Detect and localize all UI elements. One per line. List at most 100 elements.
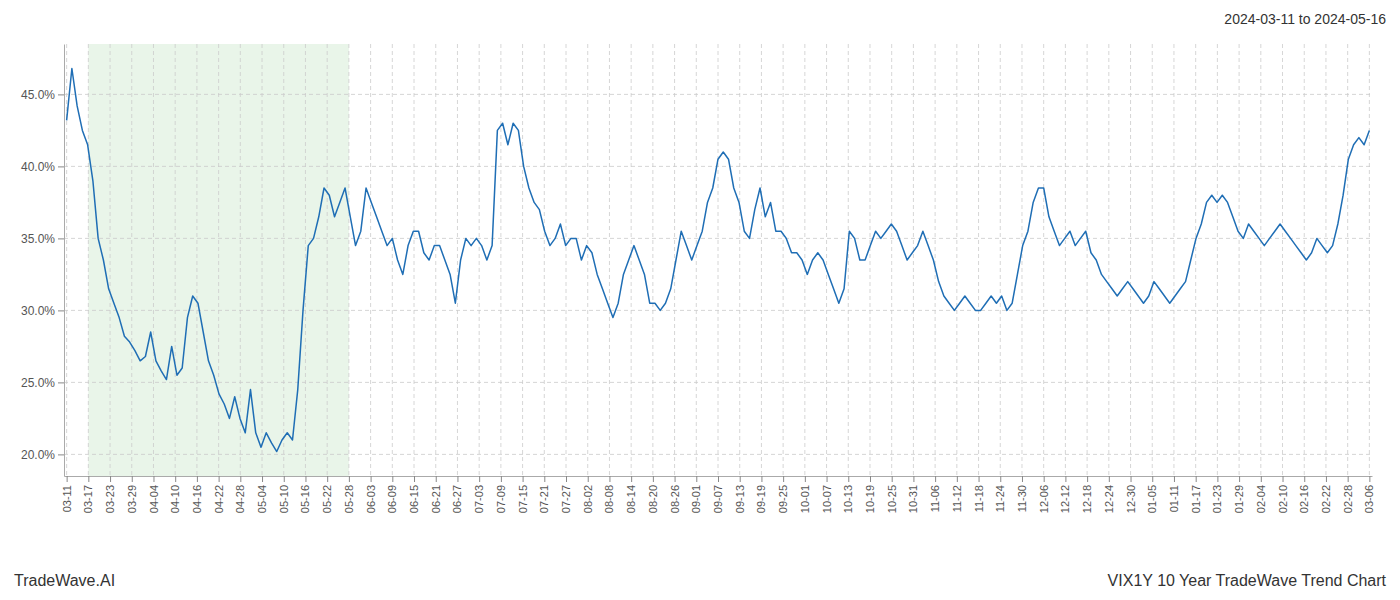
x-tick-mark [1283, 476, 1284, 482]
y-tick: 45.0% [21, 88, 64, 102]
x-grid-line [522, 44, 523, 476]
x-grid-line [696, 44, 697, 476]
x-tick-mark [1369, 476, 1370, 482]
x-grid-line [392, 44, 393, 476]
x-tick-mark [153, 476, 154, 482]
x-tick-label: 11-12 [951, 485, 963, 512]
x-grid-line [196, 44, 197, 476]
x-tick-label: 04-28 [234, 485, 246, 513]
x-tick-label: 03-06 [1363, 485, 1375, 513]
y-tick: 20.0% [21, 448, 64, 462]
x-tick: 05-04 [256, 476, 268, 513]
x-tick: 05-10 [278, 476, 290, 513]
x-tick-label: 07-21 [538, 485, 550, 513]
x-tick-mark [1065, 476, 1066, 482]
x-grid-line [327, 44, 328, 476]
x-tick: 10-31 [907, 476, 919, 513]
x-tick-mark [892, 476, 893, 482]
x-tick-mark [544, 476, 545, 482]
x-tick-label: 10-07 [821, 485, 833, 513]
x-grid-line [414, 44, 415, 476]
x-axis: 03-1103-1703-2303-2904-0404-1004-1604-22… [61, 476, 1376, 513]
x-grid-line [587, 44, 588, 476]
x-tick-label: 05-16 [299, 485, 311, 513]
x-tick-label: 11-24 [994, 485, 1006, 512]
x-grid-line [1369, 44, 1370, 476]
x-tick: 06-03 [365, 476, 377, 513]
x-tick: 08-08 [603, 476, 615, 513]
x-tick-label: 05-28 [343, 485, 355, 513]
x-tick-label: 05-04 [256, 485, 268, 513]
x-tick-label: 12-30 [1125, 485, 1137, 513]
subtitle: 2024-03-11 to 2024-05-16 [1224, 11, 1386, 27]
x-grid-line [500, 44, 501, 476]
x-tick-mark [1174, 476, 1175, 482]
x-tick-label: 07-27 [560, 485, 572, 513]
data-line [67, 68, 1370, 451]
x-tick: 11-24 [994, 476, 1006, 512]
x-grid-line [891, 44, 892, 476]
x-tick: 07-03 [473, 476, 485, 513]
y-tick: 25.0% [21, 376, 64, 390]
x-tick-mark [67, 476, 68, 482]
x-tick-label: 07-09 [495, 485, 507, 513]
y-tick-label: 40.0% [21, 160, 55, 174]
y-tick-mark [58, 94, 64, 95]
y-tick-mark [58, 166, 64, 167]
x-tick-label: 08-08 [603, 485, 615, 513]
title: VIX1Y 10 Year TradeWave Trend Chart [1108, 572, 1387, 589]
x-tick-mark [631, 476, 632, 482]
x-grid-line [783, 44, 784, 476]
x-tick-label: 11-06 [929, 485, 941, 512]
x-tick-mark [1304, 476, 1305, 482]
x-tick-mark [957, 476, 958, 482]
x-tick-mark [761, 476, 762, 482]
x-tick: 09-13 [734, 476, 746, 513]
x-tick: 01-05 [1146, 476, 1158, 513]
x-tick-label: 01-05 [1146, 485, 1158, 513]
x-grid-line [457, 44, 458, 476]
x-tick-label: 07-03 [473, 485, 485, 513]
x-tick-label: 01-23 [1211, 485, 1223, 513]
x-tick-label: 06-21 [430, 485, 442, 513]
x-tick-mark [284, 476, 285, 482]
x-tick: 02-16 [1298, 476, 1310, 513]
x-grid-line [869, 44, 870, 476]
x-grid-line [1260, 44, 1261, 476]
x-tick: 03-23 [104, 476, 116, 513]
x-tick: 07-09 [495, 476, 507, 513]
x-grid-line [348, 44, 349, 476]
x-tick-mark [305, 476, 306, 482]
x-grid-line [283, 44, 284, 476]
x-grid-line [262, 44, 263, 476]
y-axis-line [64, 45, 65, 477]
x-tick-label: 06-03 [365, 485, 377, 513]
x-tick-mark [653, 476, 654, 482]
x-grid-line [305, 44, 306, 476]
x-grid-line [631, 44, 632, 476]
x-tick-mark [1152, 476, 1153, 482]
x-tick-mark [219, 476, 220, 482]
x-tick-label: 06-09 [386, 485, 398, 513]
chart-container: 03-1103-1703-2303-2904-0404-1004-1604-22… [0, 0, 1400, 600]
x-tick-mark [1348, 476, 1349, 482]
x-tick-label: 07-15 [517, 485, 529, 513]
x-tick-label: 02-28 [1342, 485, 1354, 513]
x-tick: 11-30 [1016, 476, 1028, 512]
x-tick-mark [1326, 476, 1327, 482]
x-tick-label: 12-24 [1103, 485, 1115, 513]
x-tick-mark [1000, 476, 1001, 482]
x-tick: 05-28 [343, 476, 355, 513]
x-grid-line [1021, 44, 1022, 476]
x-tick-mark [479, 476, 480, 482]
x-tick-label: 11-30 [1016, 485, 1028, 512]
y-tick-label: 30.0% [21, 304, 55, 318]
x-tick: 04-28 [234, 476, 246, 513]
x-tick-mark [1261, 476, 1262, 482]
x-tick-label: 08-14 [625, 485, 637, 513]
x-tick: 04-04 [147, 476, 159, 513]
y-grid-line [64, 238, 1372, 239]
x-tick-label: 10-01 [799, 485, 811, 513]
x-tick-label: 05-22 [321, 485, 333, 513]
x-tick-mark [675, 476, 676, 482]
